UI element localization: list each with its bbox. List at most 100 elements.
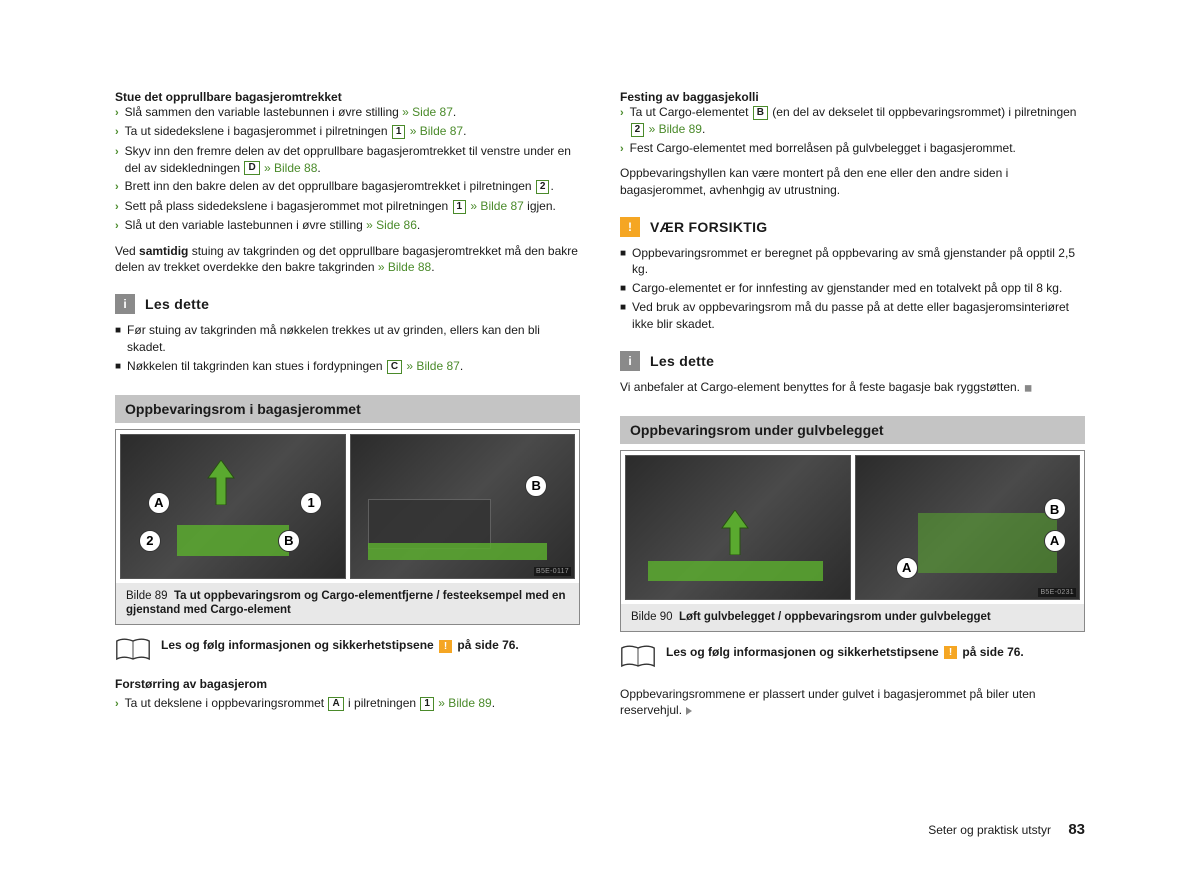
page-link[interactable]: » Side 86	[366, 218, 417, 232]
bullet-item: ›Ta ut sidedekslene i bagasjerommet i pi…	[115, 123, 580, 140]
bullet-item: › Slå ut den variable lastebunnen i øvre …	[115, 217, 580, 234]
text: (en del av dekselet til oppbevaringsromm…	[769, 105, 1077, 119]
figure-image: B B5E-0117	[350, 434, 576, 579]
bullet-text: Skyv inn den fremre delen av det opprull…	[125, 143, 580, 177]
bullet-item: ■Cargo-elementet er for innfesting av gj…	[620, 280, 1085, 297]
warn-icon: !	[439, 640, 452, 653]
text: i pilretningen	[345, 696, 420, 710]
text: på side 76.	[454, 638, 519, 652]
text: Nøkkelen til takgrinden kan stues i ford…	[127, 359, 386, 373]
text: Ved	[115, 244, 139, 258]
bullet-text: Ta ut dekslene i oppbevaringsrommet A i …	[125, 695, 495, 712]
book-icon	[115, 637, 151, 663]
page-link[interactable]: » Side 87	[402, 105, 453, 119]
text: Før stuing av takgrinden må nøkkelen tre…	[127, 322, 580, 356]
paragraph: Vi anbefaler at Cargo-element benyttes f…	[620, 379, 1085, 396]
read-text: Les og følg informasjonen og sikkerhetst…	[666, 644, 1024, 661]
page-link[interactable]: » Bilde 87	[467, 199, 524, 213]
square-icon: ■	[115, 360, 121, 374]
left-heading: Stue det opprullbare bagasjeromtrekket	[115, 90, 580, 104]
figure-number: Bilde 89	[126, 590, 168, 602]
bullet-item: ›Brett inn den bakre delen av det opprul…	[115, 178, 580, 195]
chevron-icon: ›	[115, 145, 119, 160]
fig-label: A	[148, 492, 170, 514]
figure-image: B A A B5E-0231	[855, 455, 1081, 600]
section-heading-bar: Oppbevaringsrom i bagasjerommet	[115, 395, 580, 423]
paragraph: Oppbevaringsrommene er plassert under gu…	[620, 686, 1085, 720]
square-icon: ■	[620, 301, 626, 315]
page-link[interactable]: » Bilde 88	[378, 260, 431, 274]
footer-section: Seter og praktisk utstyr	[928, 823, 1051, 837]
page-footer: Seter og praktisk utstyr 83	[928, 821, 1085, 838]
bullet-text: Sett på plass sidedekslene i bagasjeromm…	[125, 198, 556, 215]
ref-box: 1	[392, 125, 406, 139]
figure-images: A 1 2 B B B5E-0117	[116, 430, 579, 583]
right-heading: Festing av baggasjekolli	[620, 90, 1085, 104]
text: Ta ut sidedekslene i bagasjerommet i pil…	[125, 124, 391, 138]
text: Sett på plass sidedekslene i bagasjeromm…	[125, 199, 452, 213]
bullet-text: Ta ut Cargo-elementet B (en del av dekse…	[630, 104, 1085, 138]
page-link[interactable]: » Bilde 89	[435, 696, 492, 710]
ref-box: A	[328, 697, 343, 711]
ref-box: 1	[420, 697, 434, 711]
highlight	[648, 561, 822, 581]
figure-caption-text: Ta ut oppbevaringsrom og Cargo-elementfj…	[126, 590, 565, 617]
bullet-text: Brett inn den bakre delen av det opprull…	[125, 178, 554, 195]
ref-box: B	[753, 106, 768, 120]
ref-box: D	[244, 161, 259, 175]
text: Ved bruk av oppbevaringsrom må du passe …	[632, 299, 1085, 333]
text: Skyv inn den fremre delen av det opprull…	[125, 144, 571, 175]
text: Nøkkelen til takgrinden kan stues i ford…	[127, 358, 463, 375]
text: igjen.	[524, 199, 556, 213]
end-mark-icon: ◼	[1024, 383, 1032, 394]
caution-header: ! VÆR FORSIKTIG	[620, 217, 1085, 237]
figure-code: B5E-0231	[1038, 588, 1076, 597]
ref-box: 2	[631, 123, 645, 137]
chevron-icon: ›	[115, 219, 119, 234]
fig-label: 2	[139, 530, 161, 552]
continue-icon	[686, 707, 692, 715]
square-icon: ■	[620, 282, 626, 296]
bullet-item: ■ Nøkkelen til takgrinden kan stues i for…	[115, 358, 580, 375]
caution-title: VÆR FORSIKTIG	[650, 219, 767, 235]
fig-label: A	[1044, 530, 1066, 552]
text: Slå ut den variable lastebunnen i øvre s…	[125, 218, 366, 232]
ref-box: 2	[536, 180, 550, 194]
text: Fest Cargo-elementet med borrelåsen på g…	[630, 140, 1016, 157]
chevron-icon: ›	[115, 200, 119, 215]
text: Les og følg informasjonen og sikkerhetst…	[161, 638, 437, 652]
page-link[interactable]: » Bilde 88	[261, 161, 318, 175]
page-link[interactable]: » Bilde 87	[403, 359, 460, 373]
read-first-row: Les og følg informasjonen og sikkerhetst…	[115, 637, 580, 663]
fig-label: A	[896, 557, 918, 579]
text-bold: samtidig	[139, 244, 188, 258]
highlight	[177, 525, 289, 556]
fig-label: B	[278, 530, 300, 552]
text: Ta ut Cargo-elementet	[630, 105, 752, 119]
page-columns: Stue det opprullbare bagasjeromtrekket ›…	[115, 90, 1085, 727]
page-link[interactable]: » Bilde 89	[645, 122, 702, 136]
text: Les og følg informasjonen og sikkerhetst…	[666, 645, 942, 659]
fig-label: 1	[300, 492, 322, 514]
warn-icon: !	[944, 646, 957, 659]
square-icon: ■	[115, 324, 121, 338]
bullet-item: › Sett på plass sidedekslene i bagasjerom…	[115, 198, 580, 215]
chevron-icon: ›	[620, 106, 624, 121]
figure-90: B A A B5E-0231 Bilde 90 Løft gulvbelegge…	[620, 450, 1085, 632]
page-number: 83	[1068, 821, 1085, 838]
highlight	[918, 513, 1057, 573]
section-heading-bar: Oppbevaringsrom under gulvbelegget	[620, 416, 1085, 444]
ref-box: C	[387, 360, 402, 374]
text: Slå sammen den variable lastebunnen i øv…	[125, 105, 402, 119]
text: på side 76.	[959, 645, 1024, 659]
info-icon: i	[620, 351, 640, 371]
figure-caption: Bilde 90 Løft gulvbelegget / oppbevaring…	[621, 604, 1084, 631]
paragraph: Oppbevaringshyllen kan være montert på d…	[620, 165, 1085, 199]
warn-icon: !	[620, 217, 640, 237]
cargo-box	[368, 499, 491, 549]
page-link[interactable]: » Bilde 87	[406, 124, 463, 138]
text: Oppbevaringsrommene er plassert under gu…	[620, 687, 1036, 718]
figure-89: A 1 2 B B B5E-0117 Bilde 89 Ta ut oppbev…	[115, 429, 580, 626]
bullet-item: ■Oppbevaringsrommet er beregnet på oppbe…	[620, 245, 1085, 279]
bullet-text: Slå ut den variable lastebunnen i øvre s…	[125, 217, 421, 234]
